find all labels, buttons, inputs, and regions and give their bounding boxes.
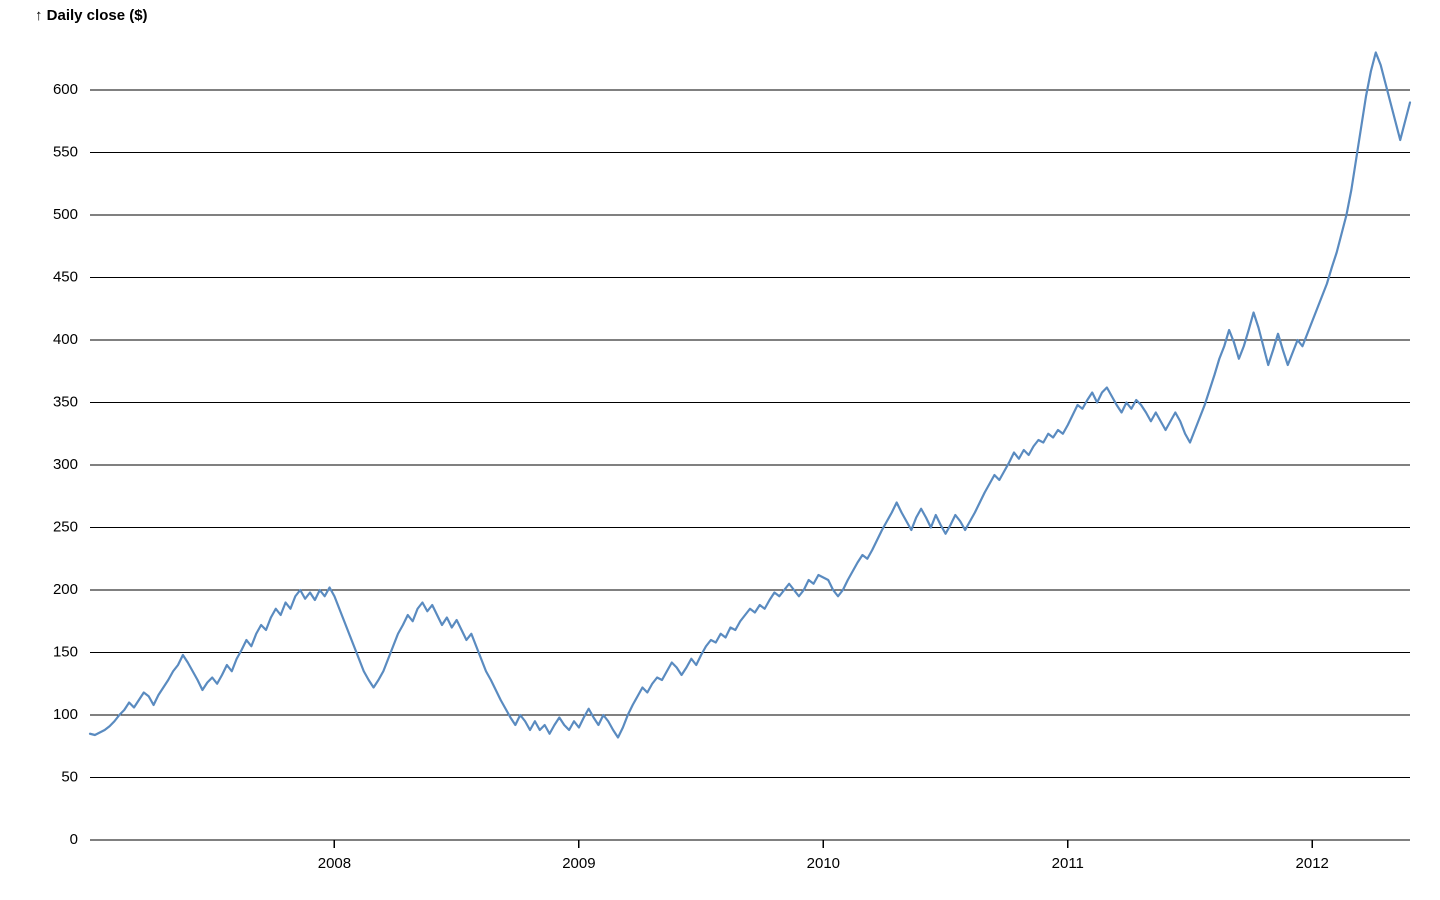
x-tick-label: 2010: [807, 855, 840, 872]
chart-svg: 0 50 100 150 200 250 300 350 400 450 500 550 600 2008…: [0, 0, 1440, 900]
x-tick-label: 2011: [1052, 855, 1084, 872]
y-tick-label: 100: [53, 706, 78, 723]
x-tick-label: 2009: [562, 855, 595, 872]
price-line: [90, 53, 1410, 738]
y-tick-label: 500: [53, 206, 78, 223]
y-tick-label: 400: [53, 331, 78, 348]
y-tick-label: 250: [53, 518, 78, 535]
stock-price-chart: 0 50 100 150 200 250 300 350 400 450 500 550 600 2008…: [0, 0, 1440, 900]
y-tick-label: 450: [53, 268, 78, 285]
y-tick-label: 0: [70, 831, 78, 848]
y-tick-label: 350: [53, 393, 78, 410]
y-tick-label: 50: [61, 768, 78, 785]
y-tick-label: 600: [53, 81, 78, 98]
y-tick-label: 300: [53, 456, 78, 473]
y-tick-label: 150: [53, 643, 78, 660]
y-tick-label: 200: [53, 581, 78, 598]
y-tick-label: 550: [53, 143, 78, 160]
x-tick-label: 2008: [318, 855, 351, 872]
x-tick-label: 2012: [1296, 855, 1329, 872]
chart-title: ↑ Daily close ($): [35, 7, 148, 24]
